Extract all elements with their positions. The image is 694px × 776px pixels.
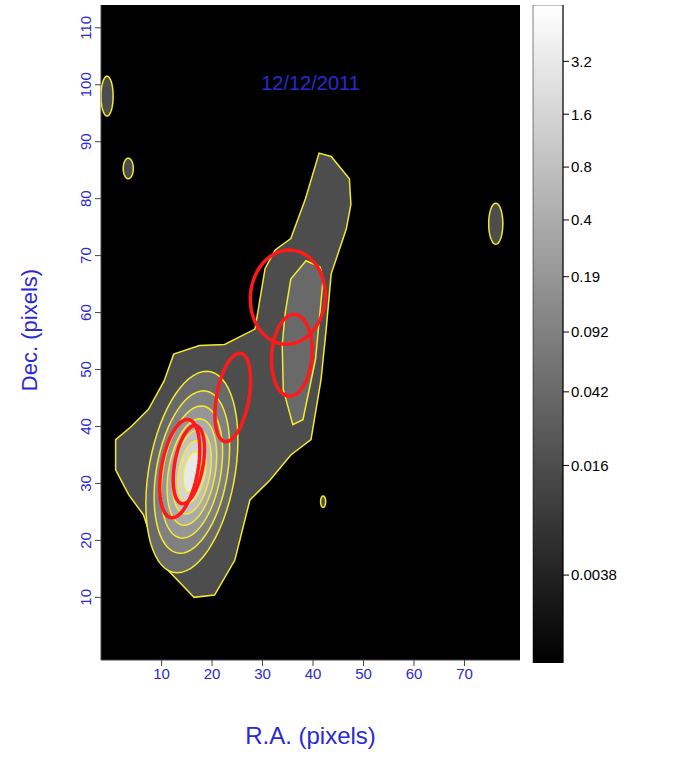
svg-text:40: 40	[305, 665, 322, 682]
svg-text:110: 110	[77, 16, 94, 40]
svg-text:70: 70	[456, 665, 473, 682]
svg-text:0.042: 0.042	[571, 383, 609, 400]
html-text:Dec. (pixels): Dec. (pixels)	[17, 268, 42, 392]
svg-text:10: 10	[153, 665, 170, 682]
svg-text:100: 100	[77, 72, 94, 97]
svg-text:50: 50	[77, 361, 94, 378]
svg-text:20: 20	[77, 532, 94, 549]
svg-text:70: 70	[77, 247, 94, 264]
svg-text:0.19: 0.19	[571, 268, 600, 285]
svg-text:50: 50	[355, 665, 372, 682]
svg-text:40: 40	[77, 418, 94, 435]
svg-text:80: 80	[77, 190, 94, 207]
svg-text:0.4: 0.4	[571, 211, 592, 228]
svg-text:3.2: 3.2	[571, 53, 592, 70]
html-text:R.A. (pixels): R.A. (pixels)	[245, 722, 376, 749]
svg-text:30: 30	[77, 475, 94, 492]
html-text:12/12/2011: 12/12/2011	[261, 72, 360, 94]
svg-text:20: 20	[204, 665, 221, 682]
svg-text:0.092: 0.092	[571, 323, 609, 340]
svg-text:10: 10	[77, 589, 94, 606]
svg-text:0.0038: 0.0038	[571, 566, 617, 583]
svg-text:0.8: 0.8	[571, 158, 592, 175]
svg-text:30: 30	[254, 665, 271, 682]
svg-text:0.016: 0.016	[571, 457, 609, 474]
svg-text:1.6: 1.6	[571, 106, 592, 123]
svg-text:90: 90	[77, 133, 94, 150]
svg-text:60: 60	[77, 304, 94, 321]
svg-text:60: 60	[406, 665, 423, 682]
